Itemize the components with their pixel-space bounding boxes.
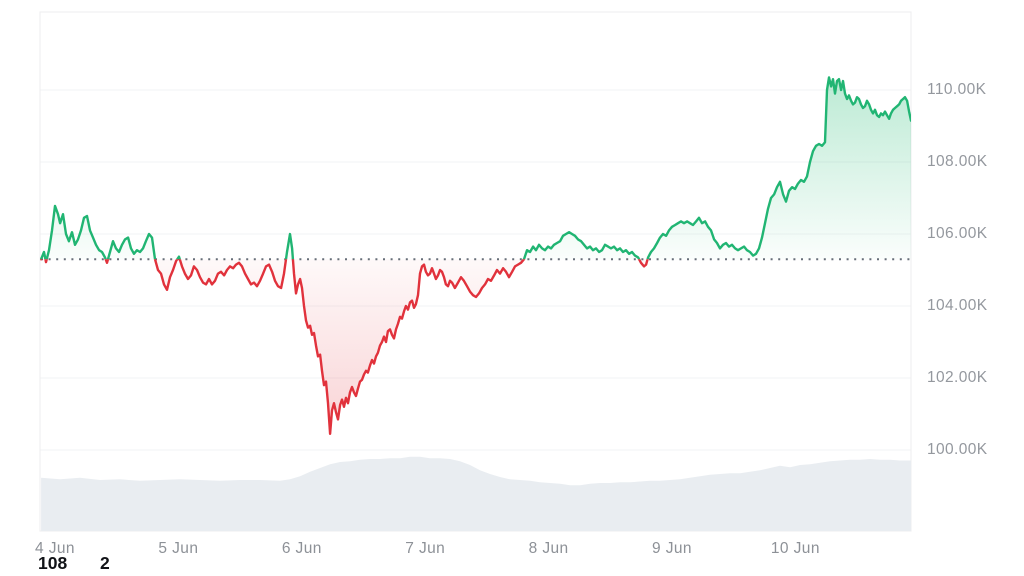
y-axis-label: 102.00K	[927, 369, 988, 386]
y-axis-label: 110.00K	[927, 81, 987, 98]
y-axis-label: 108.00K	[927, 153, 988, 170]
x-axis-label: 4 Jun	[35, 540, 75, 557]
y-axis-label: 106.00K	[927, 225, 988, 242]
y-axis-label: 100.00K	[927, 441, 988, 458]
x-axis-label: 6 Jun	[281, 540, 322, 557]
x-axis-label: 8 Jun	[528, 540, 569, 557]
x-axis-label: 9 Jun	[652, 540, 692, 557]
footer-value-2: 2	[100, 553, 110, 573]
x-axis-label: 10 Jun	[770, 540, 820, 557]
footer-value-1: 108	[38, 553, 68, 573]
y-axis-label: 104.00K	[927, 297, 988, 314]
x-axis-label: 7 Jun	[405, 540, 446, 557]
x-axis-label: 5 Jun	[158, 540, 199, 557]
footer-values: 108 2	[0, 553, 200, 576]
